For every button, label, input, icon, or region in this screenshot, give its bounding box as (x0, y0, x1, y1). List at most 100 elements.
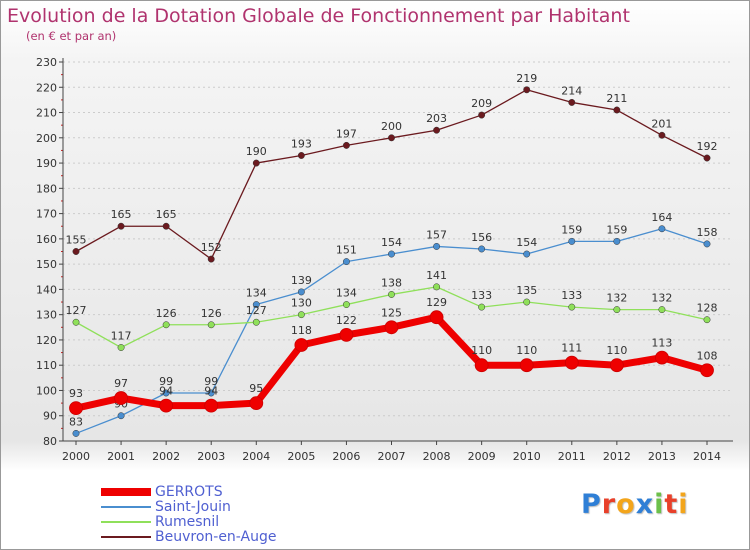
data-label-beuvron-en-auge: 155 (66, 234, 87, 247)
data-point-beuvron-en-auge (297, 152, 305, 159)
x-tick-label: 2010 (513, 450, 541, 463)
data-point-beuvron-en-auge (523, 86, 531, 94)
data-point-rumesnil (433, 283, 441, 291)
data-label-rumesnil: 135 (516, 284, 537, 297)
data-point-rumesnil (252, 318, 260, 326)
data-label-gerrots: 94 (204, 385, 218, 398)
data-point-beuvron-en-auge (433, 126, 441, 134)
data-label-gerrots: 94 (159, 385, 173, 398)
data-label-rumesnil: 138 (381, 276, 402, 289)
data-point-saint-jouin (342, 258, 350, 266)
data-label-beuvron-en-auge: 214 (561, 84, 582, 97)
data-point-beuvron-en-auge (162, 222, 170, 230)
x-tick-label: 2001 (107, 450, 135, 463)
data-label-beuvron-en-auge: 165 (111, 208, 132, 221)
data-label-gerrots: 108 (697, 349, 718, 362)
legend-swatch (101, 488, 151, 496)
data-point-saint-jouin (72, 429, 80, 437)
data-label-gerrots: 95 (249, 382, 263, 395)
data-point-saint-jouin (117, 412, 125, 420)
x-tick-label: 2012 (603, 450, 631, 463)
data-label-beuvron-en-auge: 200 (381, 120, 402, 133)
data-point-beuvron-en-auge (207, 255, 215, 263)
data-label-gerrots: 93 (69, 387, 83, 400)
x-tick-label: 2000 (62, 450, 90, 463)
data-label-beuvron-en-auge: 190 (246, 145, 267, 158)
data-point-saint-jouin (162, 389, 170, 397)
data-label-saint-jouin: 151 (336, 244, 357, 257)
y-tick-label: 140 (36, 283, 57, 296)
y-tick-label: 100 (36, 384, 57, 397)
legend-swatch (101, 521, 151, 523)
data-label-beuvron-en-auge: 197 (336, 127, 357, 140)
data-label-rumesnil: 117 (111, 330, 132, 343)
data-point-rumesnil (297, 311, 305, 319)
x-tick-label: 2005 (287, 450, 315, 463)
data-point-saint-jouin (703, 240, 711, 248)
legend-label: Rumesnil (155, 514, 220, 530)
data-point-beuvron-en-auge (568, 98, 576, 106)
legend-label: GERROTS (155, 484, 223, 500)
data-label-gerrots: 110 (606, 344, 627, 357)
data-point-rumesnil (72, 318, 80, 326)
data-label-saint-jouin: 164 (651, 211, 672, 224)
x-tick-label: 2008 (423, 450, 451, 463)
legend-item: Saint-Jouin (101, 499, 301, 515)
legend-label: Beuvron-en-Auge (155, 529, 277, 545)
data-point-gerrots (519, 358, 534, 373)
data-point-rumesnil (117, 344, 125, 351)
data-point-gerrots (429, 310, 444, 325)
data-point-gerrots (700, 363, 714, 378)
data-point-saint-jouin (478, 245, 486, 253)
data-label-gerrots: 111 (561, 342, 582, 355)
y-tick-label: 110 (36, 359, 57, 372)
y-tick-label: 160 (36, 233, 57, 246)
data-point-rumesnil (568, 303, 576, 311)
data-label-gerrots: 118 (291, 324, 312, 337)
data-label-rumesnil: 132 (651, 292, 672, 305)
x-tick-label: 2009 (468, 450, 496, 463)
data-point-rumesnil (523, 298, 531, 306)
data-label-gerrots: 110 (471, 344, 492, 357)
y-tick-label: 170 (36, 208, 57, 221)
data-label-gerrots: 97 (114, 377, 128, 390)
y-tick-label: 190 (36, 157, 57, 170)
data-point-saint-jouin (252, 301, 260, 309)
y-tick-label: 90 (43, 410, 57, 423)
data-point-rumesnil (207, 321, 215, 329)
data-label-rumesnil: 130 (291, 297, 312, 310)
data-point-beuvron-en-auge (117, 222, 125, 230)
y-tick-label: 180 (36, 182, 57, 195)
data-point-gerrots (564, 355, 579, 370)
data-label-saint-jouin: 99 (159, 375, 173, 388)
data-point-rumesnil (613, 306, 621, 314)
data-label-saint-jouin: 159 (561, 223, 582, 236)
x-tick-label: 2002 (152, 450, 180, 463)
data-label-rumesnil: 134 (336, 287, 357, 300)
x-tick-label: 2013 (648, 450, 676, 463)
x-tick-label: 2007 (378, 450, 406, 463)
y-tick-label: 200 (36, 132, 57, 145)
data-label-saint-jouin: 139 (291, 274, 312, 287)
data-point-saint-jouin (523, 250, 531, 258)
data-label-rumesnil: 126 (156, 307, 177, 320)
data-label-beuvron-en-auge: 193 (291, 137, 312, 150)
data-label-saint-jouin: 158 (697, 226, 718, 239)
data-label-gerrots: 113 (651, 337, 672, 350)
legend-item: Rumesnil (101, 514, 301, 530)
data-label-rumesnil: 133 (471, 289, 492, 302)
data-label-gerrots: 122 (336, 314, 357, 327)
data-point-beuvron-en-auge (252, 159, 260, 167)
data-point-gerrots (609, 358, 624, 373)
data-label-beuvron-en-auge: 165 (156, 208, 177, 221)
data-label-beuvron-en-auge: 209 (471, 97, 492, 110)
chart-title: Evolution de la Dotation Globale de Fonc… (7, 5, 630, 27)
data-label-saint-jouin: 134 (246, 287, 267, 300)
data-point-rumesnil (658, 306, 666, 314)
data-point-rumesnil (478, 303, 486, 311)
data-label-rumesnil: 126 (201, 307, 222, 320)
data-point-beuvron-en-auge (342, 141, 350, 149)
data-label-saint-jouin: 157 (426, 228, 447, 241)
